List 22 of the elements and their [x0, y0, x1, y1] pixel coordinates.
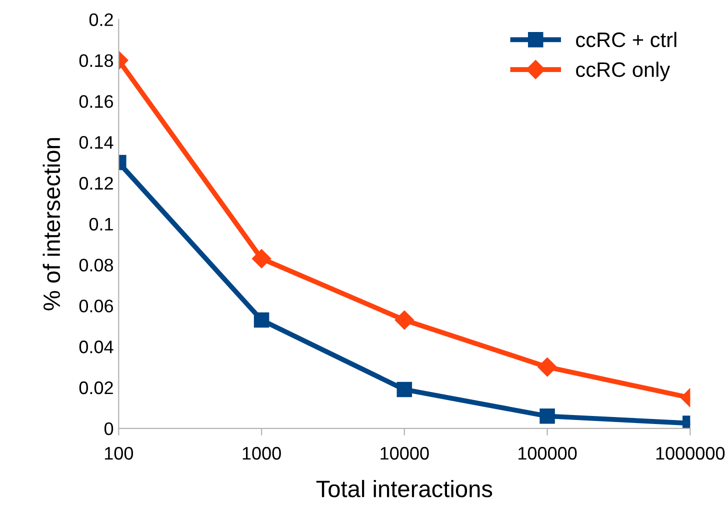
y-tick-label: 0.14	[79, 136, 114, 149]
y-tick-label: 0	[104, 422, 114, 436]
y-tick-label: 0.1	[89, 218, 113, 231]
legend-label: ccRC only	[576, 62, 670, 82]
x-tick-label: 100000	[518, 446, 577, 460]
y-tick-label: 0.16	[79, 95, 114, 108]
y-tick-label: 0.06	[79, 300, 114, 312]
x-tick-label: 100	[104, 446, 134, 460]
x-tick-label: 1000000	[656, 446, 725, 460]
legend-label: ccRC + ctrl	[576, 32, 676, 48]
y-axis-title: % of intersection	[42, 138, 60, 310]
x-tick-label: 10000	[380, 446, 429, 460]
point	[394, 310, 414, 330]
x-tick-label: 1000	[242, 446, 281, 460]
y-tick-label: 0.12	[79, 176, 113, 190]
y-tick-label: 0.08	[79, 258, 114, 272]
x-axis-title: Total interactions	[316, 480, 492, 498]
y-tick-label: 0.04	[79, 340, 114, 354]
point	[396, 382, 412, 398]
y-tick-label: 0.02	[79, 381, 113, 394]
y-tick-label: 0.2	[89, 13, 113, 26]
y-tick-label: 0.18	[79, 54, 114, 67]
